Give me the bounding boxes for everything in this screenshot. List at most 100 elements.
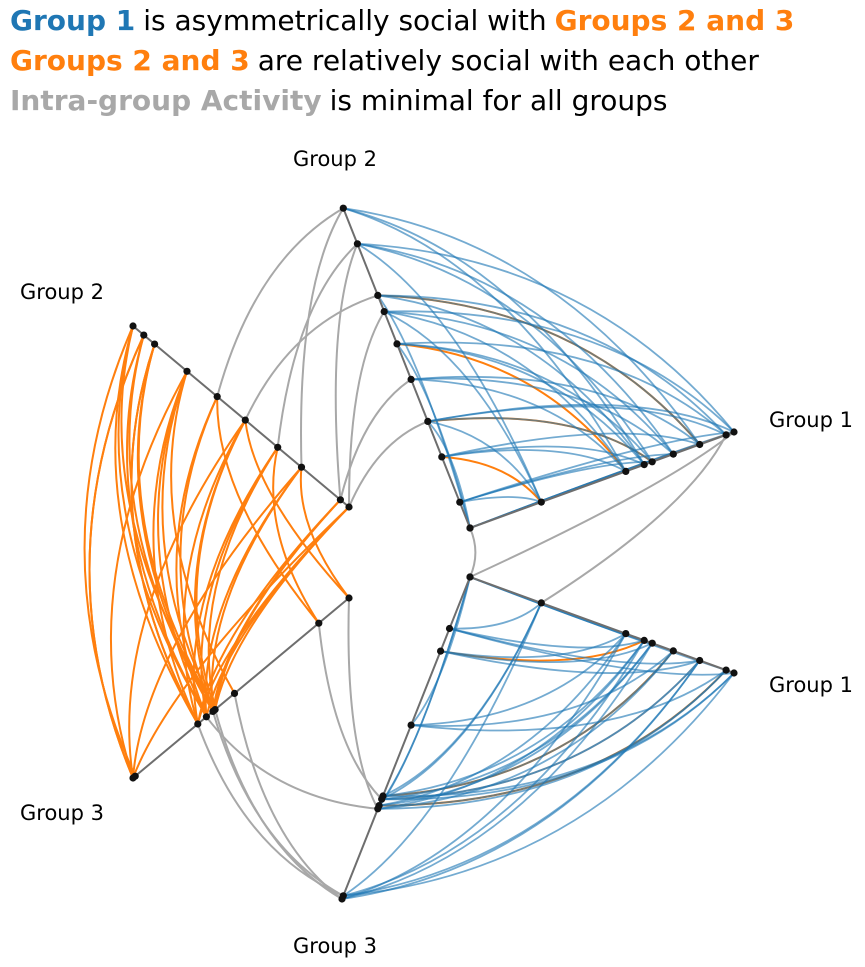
group23-edge bbox=[244, 419, 350, 599]
group1-edge bbox=[357, 242, 675, 455]
group1-edge bbox=[396, 343, 653, 463]
intra-group-edge bbox=[211, 711, 344, 897]
intra-group-edge bbox=[300, 207, 345, 468]
node-g2l bbox=[183, 367, 191, 375]
headline-text: is minimal for all groups bbox=[329, 84, 668, 117]
group23-edge bbox=[120, 325, 216, 711]
group1-edge bbox=[357, 242, 653, 463]
node-g1u bbox=[640, 461, 648, 469]
group1-edge bbox=[449, 627, 735, 676]
group1-edge bbox=[342, 602, 543, 897]
node-g3b bbox=[466, 573, 474, 581]
group1-edge bbox=[410, 669, 727, 732]
group23-edge bbox=[214, 506, 350, 710]
group23-edge bbox=[161, 370, 216, 711]
node-g1u bbox=[696, 440, 704, 449]
group1-edge bbox=[343, 207, 701, 446]
group23-edge bbox=[88, 334, 145, 779]
intra-group-edge bbox=[244, 294, 379, 421]
group1-edge bbox=[427, 420, 543, 503]
group1-edge bbox=[357, 242, 735, 433]
intra-group-edge bbox=[317, 623, 383, 800]
group23-edge bbox=[157, 370, 208, 718]
intra-group-edge bbox=[469, 527, 477, 578]
node-g1u bbox=[648, 458, 656, 466]
node-g3b bbox=[374, 805, 382, 813]
node-g3l bbox=[129, 774, 137, 782]
group1-edge bbox=[341, 642, 653, 900]
node-g2l bbox=[241, 416, 249, 424]
node-g3b bbox=[407, 721, 415, 729]
node-g2l bbox=[345, 503, 353, 511]
group1-edge bbox=[441, 445, 645, 466]
group23-edge bbox=[216, 396, 320, 624]
group23-edge bbox=[207, 446, 279, 710]
intra-group-edge bbox=[347, 311, 386, 508]
intra-group-edge bbox=[348, 420, 429, 508]
group1-edge bbox=[377, 576, 471, 810]
group1-edge bbox=[384, 310, 674, 455]
node-g2t bbox=[393, 340, 401, 348]
node-g2l bbox=[129, 322, 137, 330]
node-g2l bbox=[213, 393, 221, 401]
node-g1l bbox=[669, 647, 677, 655]
group23-edge bbox=[299, 467, 350, 599]
headline-line-2: Groups 2 and 3 are relatively social with… bbox=[10, 44, 759, 77]
node-g1l bbox=[722, 666, 730, 674]
node-g1l bbox=[648, 639, 656, 647]
group1-edge bbox=[411, 633, 627, 726]
node-g3l bbox=[202, 713, 210, 721]
group1-edge bbox=[377, 294, 727, 436]
node-g1u bbox=[466, 524, 474, 532]
node-g3b bbox=[378, 795, 386, 803]
node-g1u bbox=[622, 467, 630, 475]
headline-groups23: Groups 2 and 3 bbox=[10, 44, 250, 77]
group1-edge bbox=[343, 207, 627, 472]
group1-edge bbox=[377, 294, 471, 529]
group1-edge bbox=[377, 639, 645, 810]
headline-line-1: Group 1 is asymmetrically social with Grou… bbox=[10, 4, 794, 37]
node-g1u bbox=[537, 498, 545, 506]
node-g2t bbox=[407, 375, 415, 383]
axis-line-g2l bbox=[132, 325, 350, 508]
group1-edge bbox=[341, 659, 701, 900]
node-g2t bbox=[380, 308, 388, 316]
group1-edge bbox=[449, 627, 645, 649]
node-g1l bbox=[622, 630, 630, 638]
node-g3l bbox=[209, 707, 217, 716]
axis-label-group3-bottom: Group 3 bbox=[293, 934, 377, 958]
node-layer bbox=[129, 204, 738, 903]
group1-edge bbox=[396, 341, 727, 436]
group23-edge bbox=[214, 499, 342, 710]
axis-label-group3-left: Group 3 bbox=[20, 801, 104, 825]
node-g2t bbox=[456, 498, 464, 506]
group1-edge bbox=[377, 650, 675, 810]
node-g2l bbox=[297, 463, 306, 471]
group1-edge bbox=[441, 432, 700, 458]
group23-edge bbox=[441, 455, 543, 503]
node-g3b bbox=[338, 895, 346, 903]
group1-edge bbox=[356, 243, 543, 503]
node-g2t bbox=[339, 204, 347, 212]
group23-edge bbox=[170, 371, 236, 694]
headline-text: are relatively social with each other bbox=[257, 44, 759, 77]
group23-edge bbox=[396, 342, 627, 473]
node-g1l bbox=[537, 599, 545, 607]
group23-edge bbox=[114, 325, 199, 725]
node-g2t bbox=[353, 240, 361, 248]
group1-edge bbox=[381, 602, 543, 801]
node-g1l bbox=[696, 656, 704, 665]
group1-edge bbox=[377, 294, 701, 446]
group23-edge bbox=[130, 343, 199, 725]
axis-label-group1-lower: Group 1 bbox=[769, 673, 853, 697]
node-g2t bbox=[424, 417, 432, 425]
group1-edge bbox=[440, 632, 627, 659]
intra-group-edge bbox=[469, 431, 735, 578]
group1-edge bbox=[384, 310, 627, 472]
group1-edge bbox=[343, 672, 735, 897]
intra-group-edge bbox=[347, 597, 379, 810]
axis-label-group1-upper: Group 1 bbox=[769, 408, 853, 432]
headline-text: is asymmetrically social with bbox=[143, 4, 547, 37]
group1-edge bbox=[341, 633, 627, 900]
group1-edge bbox=[411, 378, 627, 472]
